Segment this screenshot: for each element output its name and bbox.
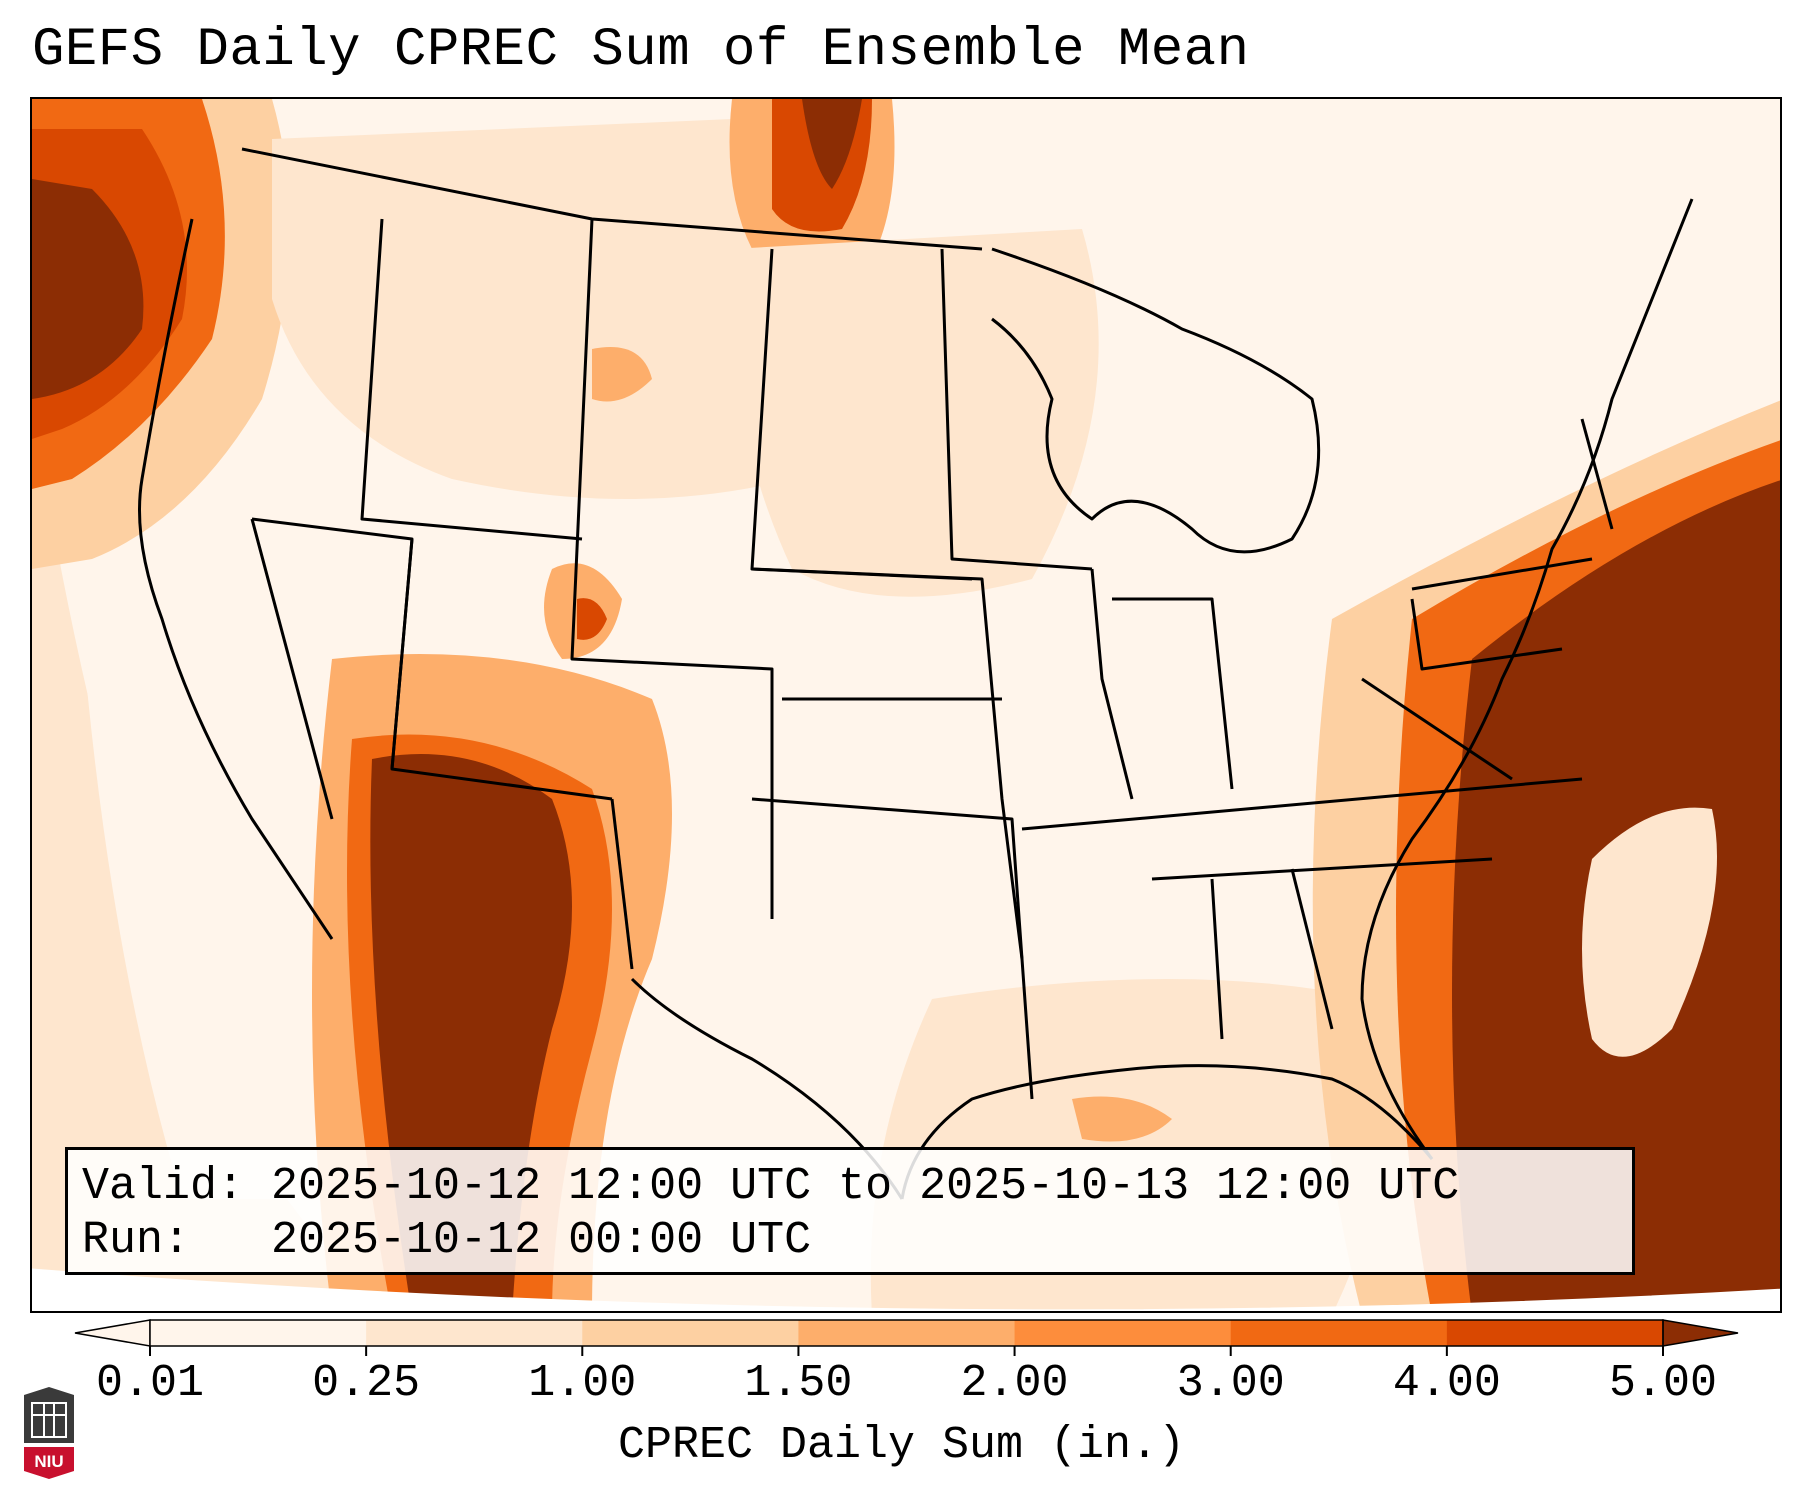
great-lakes-outline <box>991 247 1321 554</box>
colorbar-tick-label: 5.00 <box>1608 1358 1718 1409</box>
colorbar-segment <box>366 1320 583 1346</box>
svg-text:NIU: NIU <box>34 1452 63 1471</box>
colorbar-tick-label: 4.00 <box>1392 1358 1501 1409</box>
colorbar-segment <box>1230 1320 1448 1346</box>
colorbar-tick-label: 3.00 <box>1176 1358 1285 1409</box>
state-line-8 <box>751 567 973 581</box>
colorbar-label: CPREC Daily Sum (in.) <box>617 1420 1186 1471</box>
precip-canada-max <box>802 99 862 189</box>
map-panel <box>30 97 1782 1313</box>
gulf-coast <box>900 1064 1434 1200</box>
colorbar-segment <box>582 1320 799 1346</box>
state-line-7 <box>750 248 1024 960</box>
colorbar-tick-label: 1.50 <box>744 1358 853 1409</box>
colorbar-segment <box>1446 1320 1664 1346</box>
colorbar-segment <box>150 1320 367 1346</box>
colorbar-tick-label: 1.00 <box>528 1358 637 1409</box>
precip-plains <box>730 229 1099 597</box>
colorbar-segment <box>1014 1320 1232 1346</box>
colorbar-tick-label: 0.25 <box>312 1358 421 1409</box>
state-line-14 <box>1021 777 1583 831</box>
state-line-19 <box>1410 598 1563 671</box>
precip-pacific-inner <box>72 479 332 1199</box>
state-line-20 <box>1361 677 1513 781</box>
colorbar-extend-high <box>1662 1319 1739 1347</box>
state-line-17 <box>1290 868 1334 1030</box>
valid-time-line: Valid: 2025-10-12 12:00 UTC to 2025-10-1… <box>82 1161 1460 1212</box>
precip-atlantic-gap <box>1582 807 1717 1057</box>
precip-gulf-spot <box>1072 1096 1172 1142</box>
state-line-18 <box>1411 557 1593 591</box>
precip-nrockies <box>272 119 804 499</box>
colorbar-extend-low <box>74 1319 151 1347</box>
map-title: GEFS Daily CPREC Sum of Ensemble Mean <box>32 20 1250 81</box>
state-line-13 <box>1112 597 1234 790</box>
pacific-coast <box>138 218 334 940</box>
validity-info-box: Valid: 2025-10-12 12:00 UTC to 2025-10-1… <box>65 1147 1635 1275</box>
state-line-11 <box>940 248 1093 571</box>
colorbar <box>74 1319 1739 1356</box>
state-line-1 <box>360 218 583 541</box>
precip-pacific-band <box>32 399 362 1299</box>
state-line-12 <box>1090 568 1134 800</box>
niu-logo: NIU <box>24 1387 74 1479</box>
state-boundaries <box>138 147 1694 1200</box>
colorbar-tick-label: 0.01 <box>95 1358 205 1409</box>
state-line-2 <box>570 218 774 919</box>
colorbar-tick-label: 2.00 <box>960 1358 1069 1409</box>
atlantic-coast <box>1360 198 1694 1160</box>
run-time-line: Run: 2025-10-12 00:00 UTC <box>82 1215 812 1266</box>
state-line-5 <box>251 517 414 770</box>
precip-pnw-max <box>32 179 144 399</box>
state-line-10 <box>751 797 1034 1100</box>
state-line-6 <box>250 518 334 820</box>
precip-colorado-core <box>577 598 607 640</box>
colorbar-segment <box>798 1320 1016 1346</box>
precip-map <box>32 99 1780 1311</box>
state-line-16 <box>1210 878 1224 1040</box>
precip-wyoming <box>592 347 652 402</box>
state-line-4 <box>610 798 634 970</box>
state-line-21 <box>1580 418 1614 530</box>
precipitation-field <box>32 99 1780 1310</box>
state-line-15 <box>1151 857 1493 881</box>
